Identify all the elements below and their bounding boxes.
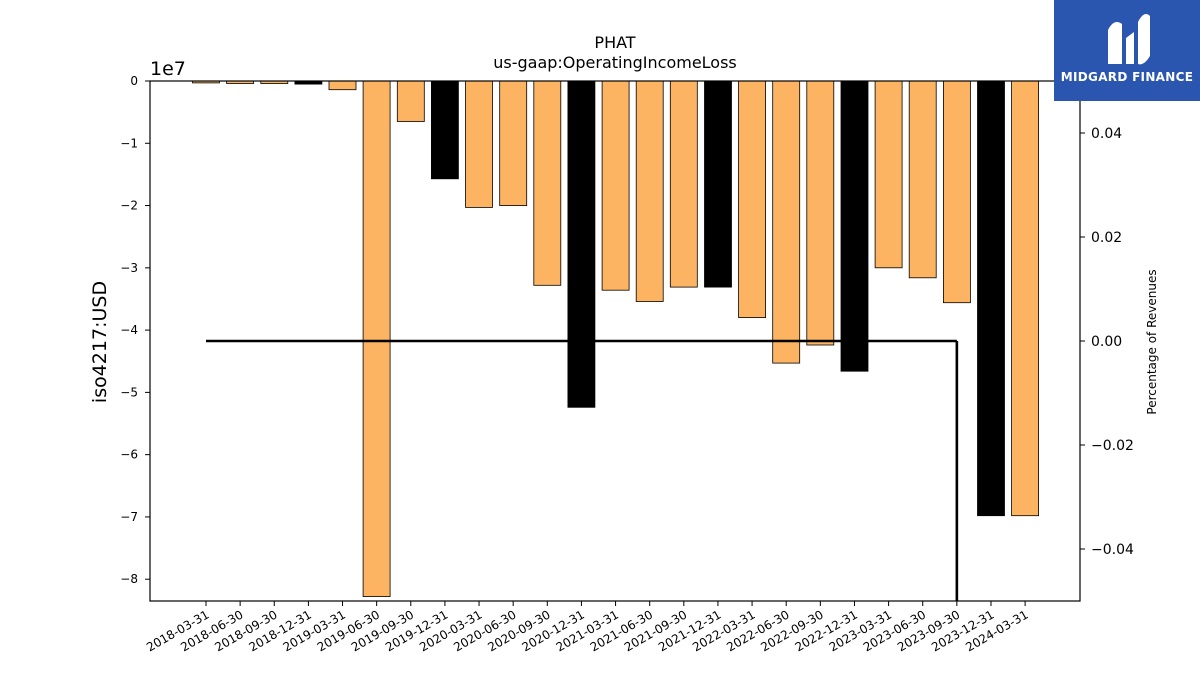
- y-tick-label: −3: [120, 261, 138, 275]
- chart-title: PHAT: [594, 33, 635, 52]
- y-tick-label: −1: [120, 136, 138, 150]
- ratio-series: [206, 339, 959, 601]
- bar-2020-09-30: [533, 80, 562, 286]
- bar-2023-03-31: [874, 80, 903, 269]
- y2-axis-label: Percentage of Revenues: [1145, 269, 1159, 414]
- y2-tick-label: −0.02: [1091, 438, 1134, 454]
- bar-2022-06-30: [772, 80, 801, 364]
- bar-2020-06-30: [499, 80, 528, 206]
- y-tick-label: −5: [120, 385, 138, 399]
- bar-2021-12-31: [704, 80, 732, 288]
- y2-tick-label: −0.04: [1091, 542, 1134, 558]
- logo-mark-icon: [1108, 14, 1150, 65]
- bar-2022-03-31: [738, 80, 766, 319]
- brand-logo: MIDGARD FINANCE: [1054, 0, 1200, 101]
- bar-2023-12-31: [977, 80, 1005, 517]
- y-tick-label: −8: [120, 572, 138, 586]
- bar-2020-03-31: [465, 80, 493, 208]
- y-tick-label: −4: [120, 323, 138, 337]
- bar-2021-09-30: [669, 80, 698, 288]
- y-tick-label: −2: [120, 199, 138, 213]
- y-axis-label: iso4217:USD: [89, 281, 111, 403]
- y-tick-label: 0: [130, 74, 138, 88]
- bar-2022-09-30: [806, 80, 835, 346]
- bar-2023-09-30: [943, 80, 971, 304]
- bar-2024-03-31: [1011, 80, 1039, 517]
- y2-tick-label: 0.04: [1091, 126, 1122, 142]
- bar-2019-06-30: [362, 80, 391, 597]
- bar-2021-03-31: [601, 80, 630, 291]
- bar-2019-12-31: [430, 80, 459, 180]
- y-axis-scale-label: 1e7: [150, 58, 186, 80]
- bar-2021-06-30: [635, 80, 664, 302]
- bar-2023-06-30: [908, 80, 937, 279]
- y-tick-label: −7: [120, 510, 138, 524]
- bar-2020-12-31: [567, 80, 596, 408]
- bar-2019-09-30: [396, 80, 425, 122]
- bar-2019-03-31: [328, 80, 357, 91]
- bars-group: [192, 80, 1039, 597]
- y-tick-label: −6: [120, 448, 138, 462]
- y2-tick-label: 0.02: [1091, 230, 1122, 246]
- y2-tick-label: 0.00: [1091, 334, 1122, 350]
- chart-subtitle: us-gaap:OperatingIncomeLoss: [493, 53, 737, 72]
- bar-2022-12-31: [840, 80, 869, 372]
- logo-text: MIDGARD FINANCE: [1060, 70, 1194, 84]
